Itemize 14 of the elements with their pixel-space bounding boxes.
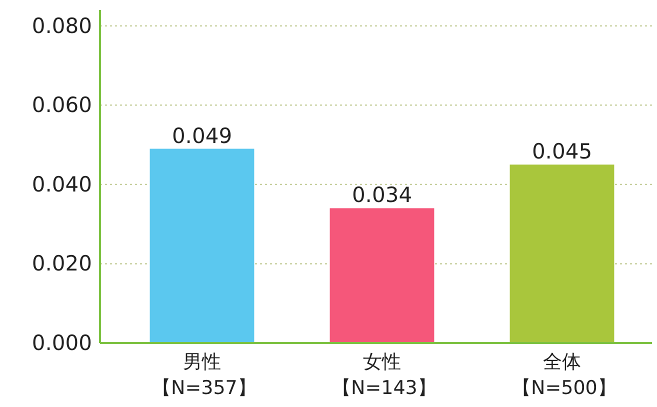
y-tick-label: 0.040 bbox=[32, 172, 92, 196]
x-tick-label: 男性【N=357】 bbox=[151, 350, 258, 401]
y-tick-label: 0.020 bbox=[32, 252, 92, 276]
bar bbox=[150, 148, 254, 343]
y-tick-label: 0.060 bbox=[32, 93, 92, 118]
x-tick-label: 女性【N=143】 bbox=[331, 350, 438, 401]
y-tick-label: 0.080 bbox=[32, 14, 92, 38]
y-tick-label: 0.000 bbox=[32, 331, 92, 355]
x-tick-label: 全体【N=500】 bbox=[511, 350, 618, 401]
bar bbox=[510, 164, 614, 343]
data-label: 0.049 bbox=[172, 124, 232, 148]
data-label: 0.034 bbox=[352, 183, 412, 208]
data-label: 0.045 bbox=[532, 140, 592, 164]
bar bbox=[330, 208, 434, 343]
